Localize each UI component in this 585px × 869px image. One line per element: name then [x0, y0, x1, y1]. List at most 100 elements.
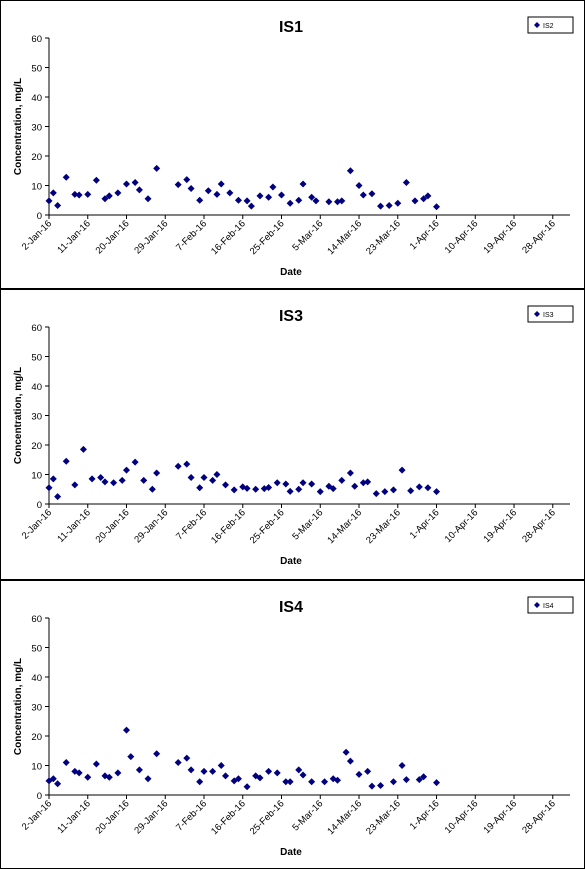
data-point [127, 753, 135, 761]
y-tick-label: 0 [37, 211, 42, 222]
data-point [187, 184, 195, 192]
data-point [420, 773, 428, 781]
data-point [415, 776, 423, 784]
data-point [282, 480, 290, 488]
data-point [239, 483, 247, 491]
data-point [79, 445, 87, 453]
data-point [282, 778, 290, 786]
data-point [243, 484, 251, 492]
x-tick-label: 29-Jan-16 [132, 798, 170, 836]
data-point [222, 772, 230, 780]
data-point [110, 479, 118, 487]
data-point [204, 187, 212, 195]
data-point [256, 774, 264, 782]
data-point [222, 481, 230, 489]
y-tick-label: 40 [31, 673, 42, 684]
data-point [286, 199, 294, 207]
x-tick-label: 5-Mar-16 [290, 218, 325, 253]
x-tick-label: 7-Feb-16 [174, 798, 209, 833]
data-point [84, 190, 92, 198]
data-point [295, 196, 303, 204]
data-point [312, 197, 320, 205]
data-point [135, 186, 143, 194]
x-tick-label: 5-Mar-16 [290, 798, 325, 833]
legend: IS2 [527, 16, 574, 34]
data-point [101, 772, 109, 780]
data-point [308, 193, 316, 201]
data-point [217, 762, 225, 769]
data-point [433, 779, 441, 787]
x-axis-label: Date [280, 847, 302, 858]
data-point [286, 487, 294, 495]
data-point [183, 176, 191, 184]
x-tick-label: 2-Jan-16 [20, 507, 54, 541]
data-point [62, 173, 70, 181]
x-tick-label: 23-Mar-16 [364, 218, 403, 257]
data-point [394, 199, 402, 207]
data-point [286, 778, 294, 786]
x-tick-label: 23-Mar-16 [364, 507, 403, 546]
data-point [187, 766, 195, 774]
x-tick-label: 20-Jan-16 [94, 798, 132, 836]
data-point [105, 192, 113, 200]
data-point [321, 778, 329, 786]
data-point [92, 176, 100, 184]
data-point [295, 485, 303, 493]
x-tick-label: 16-Feb-16 [209, 798, 248, 837]
x-tick-label: 28-Apr-16 [520, 218, 558, 256]
data-point [230, 777, 238, 785]
data-point [265, 767, 273, 775]
data-point [433, 203, 441, 211]
data-point [247, 202, 255, 210]
x-tick-label: 20-Jan-16 [94, 218, 132, 256]
data-point [368, 190, 376, 198]
x-tick-label: 14-Mar-16 [325, 798, 364, 837]
data-point [243, 783, 251, 791]
data-point [351, 482, 359, 490]
data-point [71, 767, 79, 775]
data-point [114, 189, 122, 197]
x-tick-label: 20-Jan-16 [94, 507, 132, 545]
data-point [62, 457, 70, 465]
data-point [140, 476, 148, 484]
data-point [415, 483, 423, 491]
x-tick-label: 2-Jan-16 [20, 218, 54, 252]
y-tick-label: 50 [31, 64, 42, 75]
y-tick-label: 40 [31, 93, 42, 104]
data-point [333, 776, 341, 784]
y-tick-label: 0 [37, 500, 42, 511]
data-point [420, 195, 428, 203]
x-tick-label: 5-Mar-16 [290, 507, 325, 542]
data-point [389, 486, 397, 494]
data-point [213, 471, 221, 478]
data-point [45, 777, 53, 785]
y-tick-label: 10 [31, 182, 42, 193]
data-point [200, 767, 208, 775]
data-point [346, 167, 354, 175]
x-tick-label: 10-Apr-16 [443, 507, 481, 545]
data-point [402, 179, 410, 187]
data-point [299, 180, 307, 188]
data-point [174, 181, 182, 189]
data-point [123, 466, 131, 474]
y-tick-label: 10 [31, 471, 42, 482]
data-point [226, 189, 234, 197]
data-point [273, 479, 281, 487]
x-tick-label: 23-Mar-16 [364, 798, 403, 837]
data-point [183, 460, 191, 468]
x-tick-label: 19-Apr-16 [481, 218, 519, 256]
x-tick-label: 1-Apr-16 [408, 507, 442, 541]
data-point [49, 189, 57, 197]
data-point [407, 487, 415, 495]
x-tick-label: 19-Apr-16 [481, 507, 519, 545]
data-point [308, 778, 316, 786]
data-point [183, 754, 191, 762]
data-point [252, 485, 260, 493]
data-point [153, 750, 161, 758]
data-point [338, 197, 346, 205]
data-point [54, 202, 62, 210]
chart-title: IS3 [279, 308, 303, 325]
y-tick-label: 30 [31, 412, 42, 423]
data-point [385, 202, 393, 210]
y-tick-label: 0 [37, 791, 42, 802]
